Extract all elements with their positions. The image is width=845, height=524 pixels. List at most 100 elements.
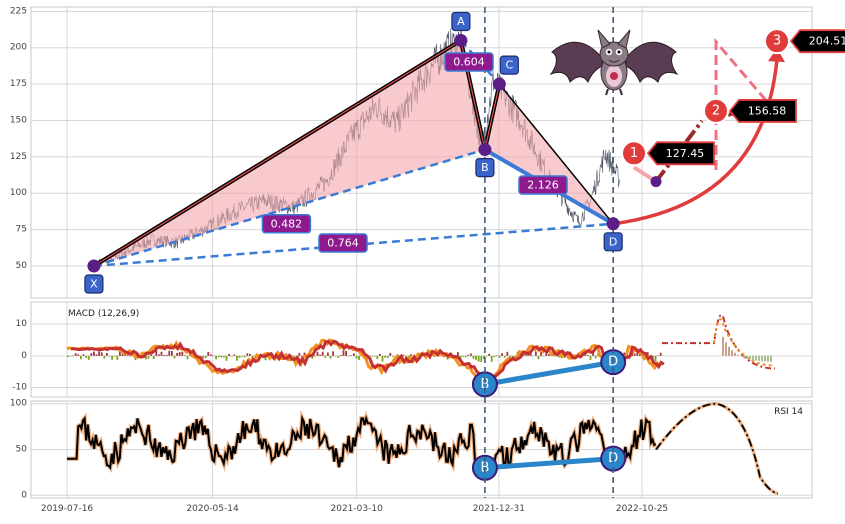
rsi-line (67, 414, 657, 471)
macd-histogram-bar (87, 355, 90, 360)
ratio-label-text: 0.482 (271, 217, 303, 230)
pattern-point-dot (454, 33, 468, 47)
macd-histogram-bar (316, 351, 319, 356)
macd-histogram-bar (202, 355, 204, 359)
macd-histogram-bar (633, 353, 636, 356)
macd-histogram-bar (654, 355, 657, 361)
macd-divergence-label: B (480, 377, 489, 392)
pattern-point-dot (87, 259, 101, 273)
macd-histogram-bar (181, 351, 184, 356)
ratio-label-box (518, 175, 568, 195)
macd-histogram-bar (119, 351, 121, 356)
macd-histogram-bar (168, 350, 171, 356)
macd-forecast-bar (725, 342, 727, 356)
price-y-tick-label: 150 (10, 115, 27, 125)
macd-histogram-bar (470, 353, 472, 356)
macd-histogram-bar (540, 351, 542, 356)
macd-histogram-bar (342, 350, 345, 356)
macd-histogram-bar (249, 353, 251, 356)
macd-histogram-bar (215, 355, 217, 360)
macd-histogram-bar (77, 354, 80, 356)
macd-histogram-bar (108, 355, 111, 357)
macd-layer: BD (66, 313, 776, 398)
x-tick-label: 2020-05-14 (186, 504, 239, 514)
ratio-label-box (444, 52, 494, 72)
macd-histogram-bar (171, 351, 173, 356)
macd-histogram-bar (264, 355, 267, 361)
macd-histogram-bar (246, 353, 249, 356)
rsi-y-tick-label: 100 (10, 399, 27, 409)
macd-forecast-bar (770, 355, 772, 362)
bat-mouth (608, 59, 620, 63)
macd-histogram-bar (337, 355, 340, 358)
macd-histogram-bar (327, 352, 329, 356)
macd-histogram-bar (496, 355, 498, 357)
macd-histogram-bar (410, 354, 412, 356)
pattern-leg-xa-core (93, 39, 462, 267)
macd-histogram-bar (176, 353, 178, 356)
macd-histogram-bar (98, 351, 100, 356)
macd-histogram-bar (186, 355, 189, 360)
target-circle (703, 97, 729, 124)
rsi-forecast (655, 402, 779, 495)
macd-forecast-bar (761, 355, 763, 362)
macd-histogram-bar (163, 354, 165, 356)
macd-histogram-bar (347, 355, 350, 357)
macd-histogram-bar (332, 351, 334, 356)
macd-histogram-bar (178, 352, 181, 356)
macd-forecast-bar (737, 354, 739, 356)
price-last-dot (650, 176, 662, 188)
macd-histogram-bar (220, 355, 223, 358)
macd-histogram-bar (592, 351, 594, 356)
macd-histogram-bar (173, 355, 176, 359)
macd-histogram-bar (236, 355, 238, 361)
macd-histogram-bar (210, 354, 212, 356)
bat-head (599, 41, 629, 67)
target-value-box (728, 99, 797, 123)
macd-histogram-bar (72, 355, 74, 357)
macd-histogram-bar (392, 355, 394, 357)
target-number: 2 (712, 103, 720, 118)
macd-forecast-bar (731, 350, 733, 356)
pattern-point-label: D (609, 235, 617, 248)
price-y-tick-label: 175 (10, 79, 27, 89)
macd-histogram-bar (207, 351, 210, 356)
macd-histogram-bar (381, 355, 384, 362)
price-y-tick-label: 225 (10, 6, 27, 16)
rsi-y-tick-label: 0 (21, 490, 27, 500)
macd-histogram-bar (82, 354, 85, 356)
macd-histogram-bar (467, 354, 470, 356)
macd-histogram-bar (345, 350, 347, 356)
macd-histogram-bar (298, 352, 301, 356)
macd-forecast-bar (740, 355, 742, 357)
macd-histogram-bar (503, 355, 506, 358)
macd-histogram-bar (594, 355, 597, 359)
rsi-divergence-line (484, 456, 614, 471)
target-value-text: 156.58 (748, 104, 787, 117)
macd-histogram-bar (321, 351, 324, 356)
macd-histogram-bar (106, 352, 108, 356)
macd-histogram-bar (545, 352, 548, 356)
macd-histogram-bar (373, 355, 376, 357)
target-value-box (646, 141, 715, 166)
macd-histogram-bar (155, 350, 158, 356)
macd-forecast-bar (722, 336, 724, 356)
x-tick-label: 2021-03-10 (331, 504, 384, 514)
macd-histogram-bar (90, 353, 93, 356)
macd-histogram-bar (371, 355, 373, 357)
macd-histogram-bar (553, 355, 555, 357)
macd-y-tick-label: 10 (16, 319, 28, 329)
pattern-triangle-xab (93, 40, 485, 266)
pattern-point-box (84, 274, 104, 294)
bat-mascot-icon (549, 29, 679, 96)
macd-forecast-bar (755, 355, 757, 361)
x-tick-label: 2021-12-31 (473, 504, 525, 514)
macd-histogram-bar (165, 354, 168, 356)
grid-lines (31, 7, 812, 498)
macd-histogram-bar (243, 355, 246, 358)
rsi-y-tick-label: 50 (16, 445, 28, 455)
ratio-label-box (261, 214, 312, 234)
macd-histogram-bar (480, 355, 483, 362)
